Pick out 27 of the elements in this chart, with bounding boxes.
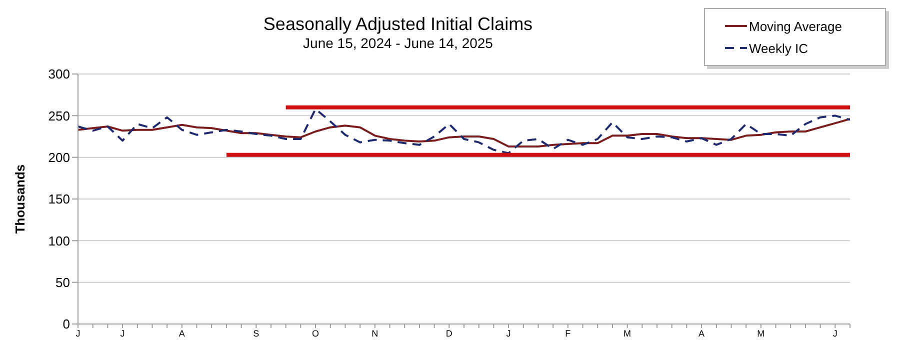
x-tick-label: S <box>253 328 260 338</box>
y-tick-label: 250 <box>48 108 70 124</box>
x-tick-label: J <box>120 328 125 338</box>
x-tick-label: J <box>832 328 838 338</box>
y-tick-label: 50 <box>56 274 70 290</box>
x-tick-label: A <box>178 328 185 338</box>
line-series <box>78 118 850 148</box>
y-tick-label: 150 <box>48 192 70 207</box>
line-series <box>78 108 850 154</box>
x-tick-label: F <box>565 328 572 338</box>
x-tick-label: J <box>76 328 80 338</box>
y-tick-label: 100 <box>48 233 70 248</box>
x-tick-label: M <box>624 328 632 338</box>
x-tick-label: N <box>372 328 378 338</box>
x-tick-label: A <box>698 328 705 338</box>
y-tick-label: 300 <box>48 66 70 82</box>
legend-label: Weekly IC <box>749 40 808 56</box>
x-tick-label: J <box>506 328 511 338</box>
x-tick-label: M <box>757 328 765 338</box>
y-tick-label: 0 <box>62 316 70 332</box>
y-tick-label: 200 <box>48 150 70 165</box>
chart-title: Seasonally Adjusted Initial Claims <box>262 14 534 35</box>
y-axis-title: Thousands <box>12 164 28 234</box>
x-tick-label: D <box>446 328 453 338</box>
chart-subtitle: June 15, 2024 - June 14, 2025 <box>302 35 494 51</box>
x-tick-label: O <box>312 328 320 338</box>
legend-label: Moving Average <box>749 18 842 34</box>
